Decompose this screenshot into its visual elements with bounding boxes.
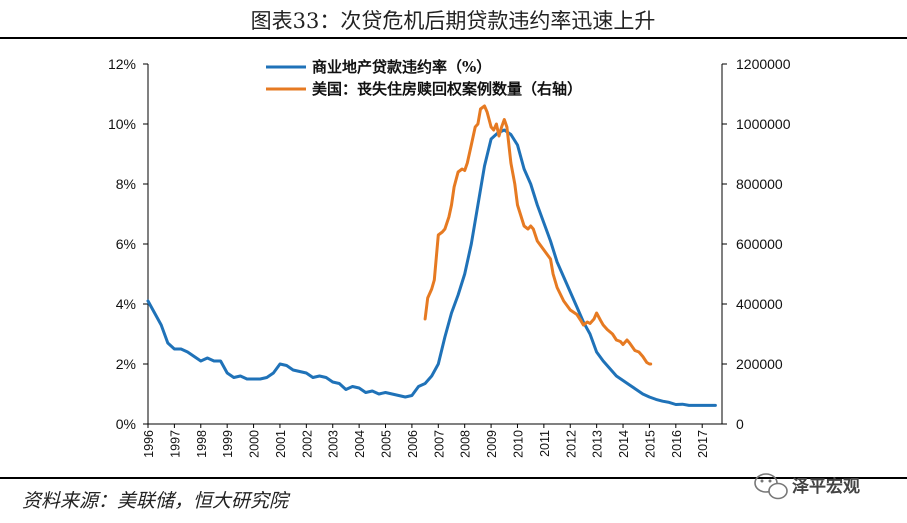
x-tick-label: 1999 xyxy=(221,430,235,458)
right-tick-label: 0 xyxy=(736,416,744,432)
right-tick-label: 400000 xyxy=(736,296,783,312)
legend-label-series2: 美国：丧失住房赎回权案例数量（右轴） xyxy=(312,80,582,98)
x-tick-label: 2011 xyxy=(538,430,552,457)
tick-labels: 0% 2% 4% 6% 8% 10% 12% 0 200000 400000 600000 80000… xyxy=(108,56,791,458)
legend-label-series1: 商业地产贷款违约率（%） xyxy=(312,58,491,76)
x-tick-label: 1996 xyxy=(142,430,156,458)
left-tick-label: 4% xyxy=(116,296,136,312)
source-note: 资料来源：美联储，恒大研究院 xyxy=(22,490,291,512)
left-tick-label: 0% xyxy=(116,416,136,432)
x-tick-label: 2003 xyxy=(327,430,341,458)
x-tick-label: 2014 xyxy=(617,430,631,458)
left-tick-label: 12% xyxy=(108,56,136,72)
wechat-icon xyxy=(754,473,788,500)
left-tick-label: 8% xyxy=(116,176,136,192)
x-tick-label: 2005 xyxy=(380,430,394,458)
x-tick-label: 2012 xyxy=(564,430,578,458)
legend: 商业地产贷款违约率（%） 美国：丧失住房赎回权案例数量（右轴） xyxy=(266,58,582,98)
axes xyxy=(143,63,727,428)
right-tick-label: 1000000 xyxy=(736,116,791,132)
left-tick-label: 10% xyxy=(108,116,136,132)
series-line-2 xyxy=(423,104,653,366)
right-tick-label: 800000 xyxy=(736,176,783,192)
x-tick-label: 2001 xyxy=(274,430,288,458)
right-tick-label: 1200000 xyxy=(736,56,791,72)
series-layer xyxy=(146,104,717,407)
watermark: 泽平宏观 xyxy=(754,473,860,500)
right-tick-label: 600000 xyxy=(736,236,783,252)
watermark-text: 泽平宏观 xyxy=(792,476,860,497)
x-tick-label: 1998 xyxy=(195,430,209,458)
left-tick-label: 6% xyxy=(116,236,136,252)
right-tick-label: 200000 xyxy=(736,356,783,372)
x-tick-label: 1997 xyxy=(168,430,182,458)
series-line-1 xyxy=(146,128,717,407)
x-tick-label: 2016 xyxy=(670,430,684,458)
x-tick-label: 2007 xyxy=(432,430,446,458)
x-tick-label: 2000 xyxy=(248,430,262,458)
x-tick-label: 2008 xyxy=(459,430,473,458)
x-tick-label: 2002 xyxy=(300,430,314,458)
x-tick-label: 2009 xyxy=(485,430,499,458)
left-tick-label: 2% xyxy=(116,356,136,372)
x-tick-label: 2013 xyxy=(591,430,605,458)
x-tick-label: 2015 xyxy=(643,430,657,458)
x-tick-label: 2010 xyxy=(511,430,525,458)
x-tick-label: 2004 xyxy=(353,430,367,458)
x-tick-label: 2017 xyxy=(696,430,710,458)
x-tick-label: 2006 xyxy=(406,430,420,458)
chart-title: 图表33：次贷危机后期贷款违约率迅速上升 xyxy=(251,9,656,33)
